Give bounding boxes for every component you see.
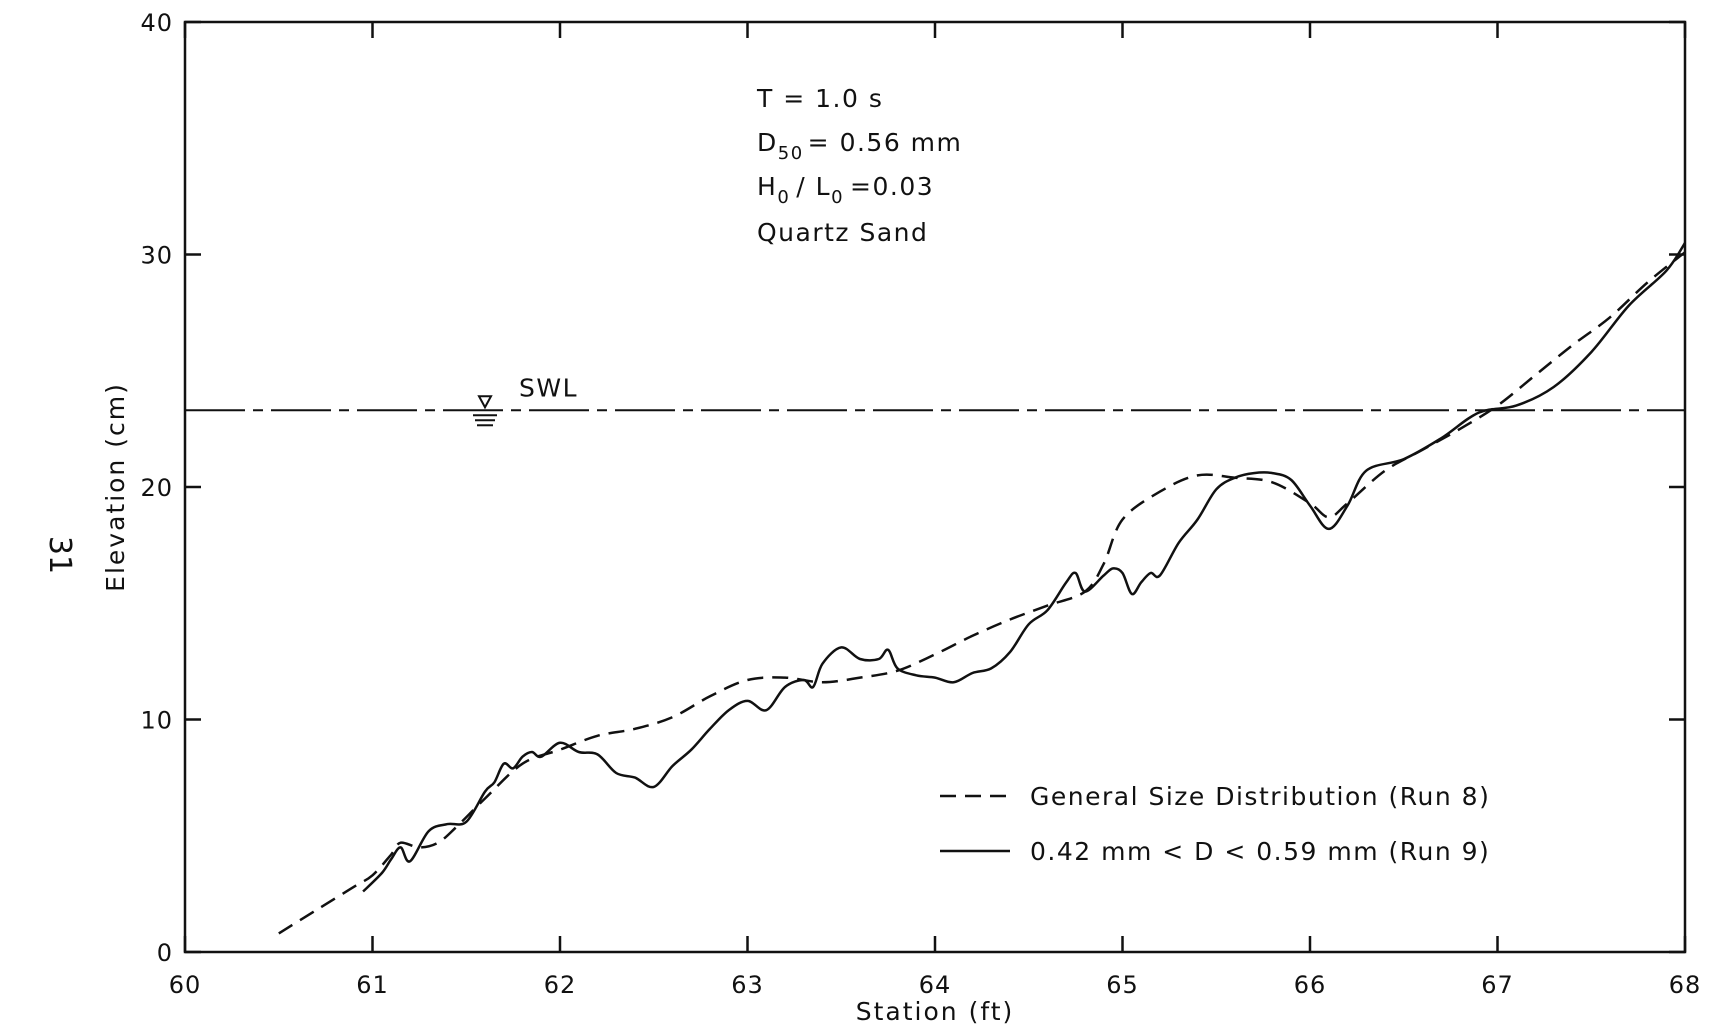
x-tick-label: 62 bbox=[544, 971, 577, 999]
x-tick-label: 63 bbox=[731, 971, 764, 999]
swl-water-level-icon bbox=[473, 395, 497, 427]
swl-label: SWL bbox=[519, 373, 578, 402]
x-tick-label: 67 bbox=[1481, 971, 1514, 999]
annotation-steepness: H0/ L0 =0.03 bbox=[757, 172, 934, 208]
legend-label-run-8: General Size Distribution (Run 8) bbox=[1030, 782, 1490, 811]
x-tick-labels: 60 61 62 63 64 65 66 67 68 bbox=[169, 971, 1702, 999]
annotation-l-subscript: 0 bbox=[831, 187, 844, 208]
y-tick-label: 30 bbox=[140, 242, 173, 270]
annotation-d50-subscript: 50 bbox=[778, 143, 804, 164]
axis-ticks bbox=[183, 20, 1687, 954]
annotation-l-symbol: / L bbox=[796, 172, 831, 201]
x-tick-label: 68 bbox=[1669, 971, 1702, 999]
y-tick-label: 10 bbox=[140, 707, 173, 735]
legend: General Size Distribution (Run 8) 0.42 m… bbox=[940, 782, 1490, 866]
x-tick-label: 65 bbox=[1106, 971, 1139, 999]
x-tick-label: 64 bbox=[919, 971, 952, 999]
x-axis-title: Station (ft) bbox=[856, 997, 1015, 1026]
annotation-d50-value: = 0.56 mm bbox=[808, 128, 963, 157]
x-tick-label: 66 bbox=[1294, 971, 1327, 999]
page-number: 31 bbox=[42, 536, 77, 574]
annotation-block: T = 1.0 s D50 = 0.56 mm H0/ L0 =0.03 Quart… bbox=[756, 84, 962, 247]
x-tick-label: 60 bbox=[169, 971, 202, 999]
y-tick-labels: 0 10 20 30 40 bbox=[140, 9, 173, 967]
series-run-9-line bbox=[362, 242, 1687, 893]
y-tick-label: 0 bbox=[157, 939, 173, 967]
x-tick-label: 61 bbox=[356, 971, 389, 999]
annotation-period: T = 1.0 s bbox=[756, 84, 883, 113]
legend-label-run-9: 0.42 mm < D < 0.59 mm (Run 9) bbox=[1030, 837, 1490, 866]
y-tick-label: 40 bbox=[140, 9, 173, 37]
plot-frame bbox=[183, 20, 1687, 954]
swl-triangle bbox=[477, 395, 493, 410]
annotation-d50: D50 = 0.56 mm bbox=[757, 128, 962, 164]
annotation-material: Quartz Sand bbox=[757, 218, 928, 247]
y-axis-title: Elevation (cm) bbox=[101, 382, 130, 592]
annotation-d50-symbol: D bbox=[757, 128, 778, 157]
series-run-8-line bbox=[278, 251, 1686, 935]
y-tick-label: 20 bbox=[140, 474, 173, 502]
annotation-h-subscript: 0 bbox=[777, 187, 790, 208]
annotation-steepness-value: =0.03 bbox=[850, 172, 934, 201]
annotation-h-symbol: H bbox=[757, 172, 777, 201]
